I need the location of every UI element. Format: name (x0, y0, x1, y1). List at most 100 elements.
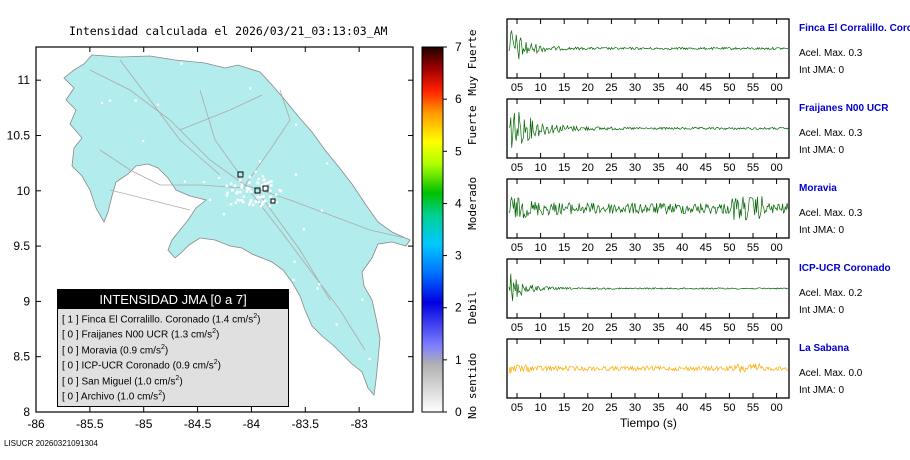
station-name: ICP-UCR Coronado (799, 263, 891, 274)
city-dot (302, 228, 305, 231)
legend-row-close: ) (215, 329, 220, 341)
legend-row-level: [ 0 ] (62, 375, 79, 387)
legend-row: [ 0 ] San Miguel (1.0 cm/s2) (58, 371, 288, 387)
city-dot (240, 183, 244, 186)
colorbar-tick-label: 3 (455, 249, 462, 263)
city-dot (225, 184, 228, 188)
costa-rica-land (63, 54, 411, 396)
city-dot (248, 175, 252, 179)
city-dot (259, 204, 263, 208)
city-dot (368, 357, 371, 361)
time-tick-label: 25 (605, 82, 617, 94)
page-title: Intensidad calculada el 2026/03/21_03:13… (69, 24, 388, 38)
city-dot (262, 195, 265, 198)
city-dot (234, 201, 237, 204)
city-dot (236, 190, 239, 194)
time-tick-label: 35 (652, 82, 664, 94)
city-dot (180, 62, 183, 65)
city-dot (107, 233, 111, 237)
city-dot (78, 269, 81, 273)
city-dot (236, 198, 239, 202)
city-dot (261, 202, 264, 206)
city-dot (261, 183, 265, 187)
city-dot (266, 181, 269, 185)
legend-row-name: Moravia (81, 345, 118, 357)
colorbar-tick-label: 4 (455, 196, 462, 210)
city-dot (208, 198, 212, 201)
city-dot (226, 191, 229, 195)
map-x-axis: -86 -85.5 -85 -84.5 -84 -83.5 -83 (27, 47, 368, 431)
station-jma-intensity: Int JMA: 0 (799, 225, 845, 236)
time-tick-label: 40 (676, 82, 688, 94)
time-tick-label: 35 (652, 242, 664, 254)
city-dot (263, 182, 266, 186)
time-tick-label: 30 (629, 242, 641, 254)
legend-row-unit-exponent: 2 (212, 328, 216, 336)
time-tick-label: 40 (676, 162, 688, 174)
city-dot (261, 175, 265, 178)
city-dot (260, 195, 264, 199)
waveform-trace (508, 196, 789, 221)
city-dot (263, 186, 266, 190)
city-dot (111, 217, 114, 221)
legend-row-unit-exponent: 2 (158, 389, 163, 397)
station-max-accel: Acel. Max. 0.0 (799, 368, 863, 379)
time-tick-label: 15 (558, 322, 570, 334)
city-dot (382, 70, 385, 73)
colorbar-category-label: No sentido (466, 353, 479, 419)
y-tick-label: 9.5 (13, 239, 30, 253)
time-tick-label: 15 (558, 162, 570, 174)
city-dot (299, 377, 302, 380)
legend-row-value: (0.9 cm/s (119, 345, 161, 357)
y-tick-label: 10.5 (7, 128, 31, 142)
city-dot (238, 178, 242, 182)
city-dot (262, 178, 266, 182)
city-dot (279, 189, 283, 193)
city-dot (233, 184, 237, 188)
city-dot (242, 200, 245, 204)
time-tick-label: 45 (700, 162, 712, 174)
city-dot (257, 177, 260, 181)
city-dot (247, 181, 251, 185)
legend-row: [ 0 ] Fraijanes N00 UCR (1.3 cm/s2) (58, 324, 288, 341)
legend-row-close: ) (164, 345, 169, 357)
x-tick-label: -83 (350, 417, 368, 431)
time-tick-label: 10 (534, 162, 546, 174)
time-axis-label: Tiempo (s) (620, 416, 677, 430)
road-line (244, 89, 291, 186)
road-line (99, 149, 246, 189)
city-dot (183, 180, 186, 183)
colorbar-category-label: Moderado (466, 177, 479, 230)
city-dot (245, 190, 249, 193)
y-tick-label: 11 (18, 73, 31, 87)
road-line (179, 94, 263, 131)
station-jma-intensity: Int JMA: 0 (799, 65, 845, 76)
time-tick-label: 10 (534, 402, 546, 414)
time-tick-label: 20 (582, 242, 594, 254)
time-tick-label: 40 (676, 322, 688, 334)
station-max-accel: Acel. Max. 0.3 (799, 128, 863, 139)
city-dot (235, 192, 238, 195)
city-dot (142, 139, 145, 143)
station-max-accel: Acel. Max. 0.2 (799, 288, 863, 299)
legend-row-name: Finca El Corralillo. Coronado (81, 314, 210, 326)
time-tick-label: 25 (605, 402, 617, 414)
city-dot (274, 193, 278, 196)
city-dot (248, 201, 252, 204)
city-dot (270, 184, 273, 187)
city-dot (161, 227, 165, 230)
legend-row-unit-exponent: 2 (175, 374, 180, 382)
city-dot (231, 189, 234, 192)
legend-row-close: ) (257, 314, 261, 326)
city-dot (326, 162, 329, 165)
jma-colorbar (421, 46, 444, 413)
colorbar-tick-label: 7 (455, 40, 462, 54)
city-dot (268, 180, 272, 184)
time-tick-label: 50 (723, 402, 735, 414)
time-tick-label: 45 (700, 402, 712, 414)
time-tick-label: 00 (770, 402, 782, 414)
city-dot (139, 210, 143, 213)
time-tick-label: 30 (629, 402, 641, 414)
legend-row: [ 1 ] Finca El Corralillo. Coronado (1.4… (58, 309, 288, 326)
city-dot (256, 195, 259, 199)
